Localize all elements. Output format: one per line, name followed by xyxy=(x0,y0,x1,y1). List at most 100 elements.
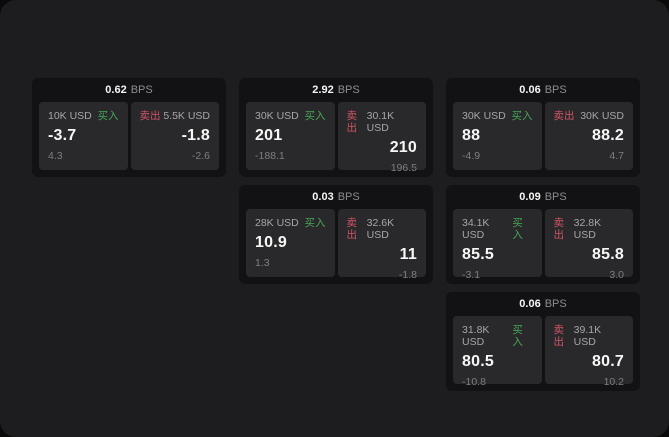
sell-label: 卖出 xyxy=(553,110,575,122)
sell-change: 3.0 xyxy=(609,269,624,281)
sell-tile-top: 卖出 32.8K USD xyxy=(554,217,625,241)
card-1-header: 0.62 BPS xyxy=(32,78,226,102)
sell-tile[interactable]: 卖出 39.1K USD 80.7 10.2 xyxy=(544,316,633,388)
sell-tile-top: 卖出 30K USD xyxy=(554,110,625,122)
bps-value: 0.62 xyxy=(105,84,127,96)
buy-change: -3.1 xyxy=(462,269,481,281)
sell-tile-top: 卖出 39.1K USD xyxy=(554,324,625,348)
quote-card-1: 0.62 BPS 10K USD 买入 -3.7 4.3 卖出 5.5K USD xyxy=(32,78,226,177)
sell-label: 卖出 xyxy=(346,110,358,134)
buy-tile[interactable]: 10K USD 买入 -3.7 4.3 xyxy=(39,102,128,170)
quote-card-2: 2.92 BPS 30K USD 买入 201 -188.1 卖出 30.1K … xyxy=(239,78,433,177)
sell-price: 11 xyxy=(399,246,417,263)
sell-tile-top: 卖出 32.6K USD xyxy=(347,217,418,241)
card-3-body: 30K USD 买入 88 -4.9 卖出 30K USD 88.2 4.7 xyxy=(446,102,640,177)
sell-tile[interactable]: 卖出 30K USD 88.2 4.7 xyxy=(544,102,633,170)
card-1-body: 10K USD 买入 -3.7 4.3 卖出 5.5K USD -1.8 -2.… xyxy=(32,102,226,177)
sell-tile-top: 卖出 5.5K USD xyxy=(140,110,211,122)
bps-value: 0.06 xyxy=(519,298,541,310)
buy-tile[interactable]: 31.8K USD 买入 80.5 -10.8 xyxy=(453,316,542,388)
buy-amount: 30K USD xyxy=(255,110,299,122)
bps-unit-label: BPS xyxy=(544,298,567,310)
buy-tile-top: 28K USD 买入 xyxy=(255,217,326,229)
buy-tile[interactable]: 28K USD 买入 10.9 1.3 xyxy=(246,209,335,277)
buy-tile-top: 31.8K USD 买入 xyxy=(462,324,533,348)
buy-price: 80.5 xyxy=(462,353,494,370)
sell-tile[interactable]: 卖出 30.1K USD 210 196.5 xyxy=(337,102,426,174)
buy-change: 1.3 xyxy=(255,257,270,269)
sell-price: 80.7 xyxy=(592,353,624,370)
buy-tile-top: 30K USD 买入 xyxy=(462,110,533,122)
buy-tile[interactable]: 34.1K USD 买入 85.5 -3.1 xyxy=(453,209,542,281)
buy-label: 买入 xyxy=(97,110,119,122)
card-6-body: 31.8K USD 买入 80.5 -10.8 卖出 39.1K USD 80.… xyxy=(446,316,640,391)
sell-label: 卖出 xyxy=(553,324,565,348)
buy-label: 买入 xyxy=(512,217,523,241)
buy-change: 4.3 xyxy=(48,150,63,162)
bps-value: 0.03 xyxy=(312,191,334,203)
buy-change: -10.8 xyxy=(462,376,486,388)
buy-label: 买入 xyxy=(511,110,533,122)
sell-amount: 39.1K USD xyxy=(573,324,602,348)
card-2-header: 2.92 BPS xyxy=(239,78,433,102)
sell-amount: 32.6K USD xyxy=(366,217,395,241)
sell-amount: 5.5K USD xyxy=(163,110,210,122)
sell-tile-top: 卖出 30.1K USD xyxy=(347,110,418,134)
sell-change: 4.7 xyxy=(609,150,624,162)
buy-price: 10.9 xyxy=(255,234,287,251)
sell-label: 卖出 xyxy=(553,217,565,241)
card-6-header: 0.06 BPS xyxy=(446,292,640,316)
bps-value: 2.92 xyxy=(312,84,334,96)
buy-tile-top: 30K USD 买入 xyxy=(255,110,326,122)
buy-label: 买入 xyxy=(304,110,326,122)
card-4-header: 0.03 BPS xyxy=(239,185,433,209)
card-4-body: 28K USD 买入 10.9 1.3 卖出 32.6K USD 11 -1.8 xyxy=(239,209,433,284)
quote-card-4: 0.03 BPS 28K USD 买入 10.9 1.3 卖出 32.6K US… xyxy=(239,185,433,284)
sell-amount: 30K USD xyxy=(580,110,624,122)
bps-value: 0.06 xyxy=(519,84,541,96)
quote-card-5: 0.09 BPS 34.1K USD 买入 85.5 -3.1 卖出 32.8K… xyxy=(446,185,640,284)
sell-price: 85.8 xyxy=(592,246,624,263)
bps-unit-label: BPS xyxy=(337,191,360,203)
card-5-body: 34.1K USD 买入 85.5 -3.1 卖出 32.8K USD 85.8… xyxy=(446,209,640,284)
buy-amount: 30K USD xyxy=(462,110,506,122)
buy-tile-top: 10K USD 买入 xyxy=(48,110,119,122)
bps-unit-label: BPS xyxy=(337,84,360,96)
sell-change: -1.8 xyxy=(398,269,417,281)
buy-label: 买入 xyxy=(512,324,523,348)
sell-change: 10.2 xyxy=(603,376,624,388)
buy-tile[interactable]: 30K USD 买入 201 -188.1 xyxy=(246,102,335,170)
quote-card-3: 0.06 BPS 30K USD 买入 88 -4.9 卖出 30K USD xyxy=(446,78,640,177)
bps-value: 0.09 xyxy=(519,191,541,203)
sell-change: 196.5 xyxy=(390,162,417,174)
bps-unit-label: BPS xyxy=(544,84,567,96)
buy-amount: 10K USD xyxy=(48,110,92,122)
buy-label: 买入 xyxy=(304,217,326,229)
buy-tile-top: 34.1K USD 买入 xyxy=(462,217,533,241)
sell-tile[interactable]: 卖出 32.6K USD 11 -1.8 xyxy=(337,209,426,281)
buy-tile[interactable]: 30K USD 买入 88 -4.9 xyxy=(453,102,542,170)
quote-cards-grid: 0.62 BPS 10K USD 买入 -3.7 4.3 卖出 5.5K USD xyxy=(32,78,640,391)
card-5-header: 0.09 BPS xyxy=(446,185,640,209)
sell-price: 210 xyxy=(389,139,417,156)
buy-amount: 34.1K USD xyxy=(462,217,490,241)
card-3-header: 0.06 BPS xyxy=(446,78,640,102)
sell-tile[interactable]: 卖出 5.5K USD -1.8 -2.6 xyxy=(130,102,219,170)
quote-card-6: 0.06 BPS 31.8K USD 买入 80.5 -10.8 卖出 39.1… xyxy=(446,292,640,391)
buy-price: 88 xyxy=(462,127,481,144)
sell-tile[interactable]: 卖出 32.8K USD 85.8 3.0 xyxy=(544,209,633,281)
buy-price: 85.5 xyxy=(462,246,494,263)
sell-price: 88.2 xyxy=(592,127,624,144)
buy-price: 201 xyxy=(255,127,283,144)
sell-price: -1.8 xyxy=(181,127,210,144)
buy-change: -188.1 xyxy=(255,150,285,162)
sell-label: 卖出 xyxy=(346,217,358,241)
sell-amount: 30.1K USD xyxy=(366,110,395,134)
buy-change: -4.9 xyxy=(462,150,481,162)
sell-label: 卖出 xyxy=(139,110,161,122)
buy-price: -3.7 xyxy=(48,127,77,144)
bps-unit-label: BPS xyxy=(544,191,567,203)
sell-amount: 32.8K USD xyxy=(573,217,602,241)
bps-unit-label: BPS xyxy=(130,84,153,96)
